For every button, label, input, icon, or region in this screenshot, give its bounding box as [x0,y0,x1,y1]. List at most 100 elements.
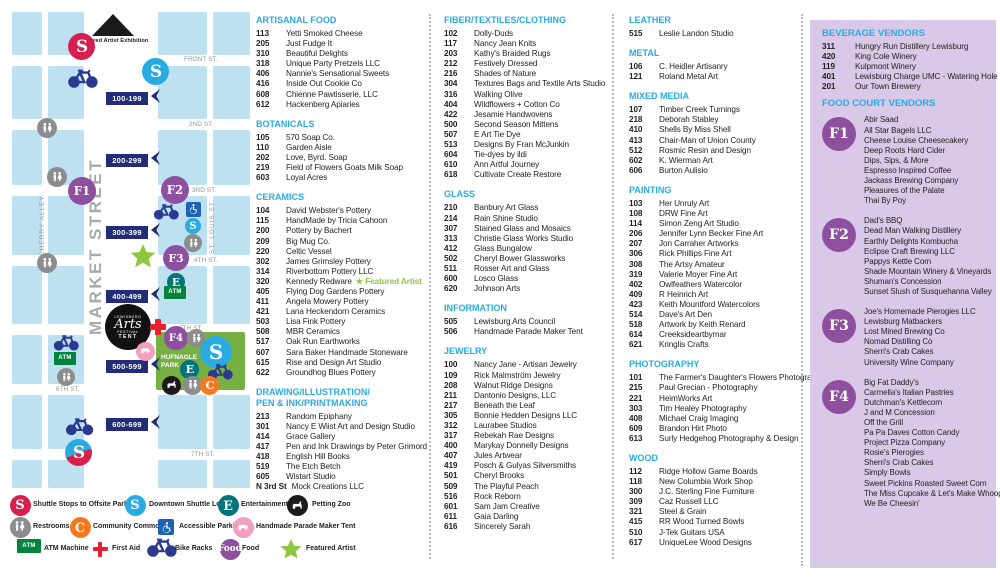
booth-number: 107 [629,105,643,115]
vendor-entry: 503 Lisa Fink Pottery [256,317,432,327]
featured-artist-note: ★ Featured Artist [355,276,422,286]
vendor-name: Sherri's Crab Cakes [864,347,934,357]
food-court-vendor-list: Joe's Homemade Pierogies LLC Lewisburg Ma… [864,307,976,368]
vendor-entry: 614 Creeksideartbymar [629,330,805,340]
downtown-shuttle-icon: S [183,218,202,234]
booth-number: 612 [256,99,270,109]
vendor-entry: 314 Riverbottom Pottery LLC [256,267,432,277]
accessible-parking-icon [158,519,174,535]
booth-number: 306 [629,249,643,259]
st-louis-street-label: ST. LOUIS ST. [209,199,216,254]
vendor-name: RR Wood Turned Bowls [659,517,745,527]
banner-chevron-icon [148,89,160,108]
vendor-name: Lewisburg Charge UMC - Watering Hole [855,72,998,82]
vendor-entry: 622 Groundhog Blues Pottery [256,368,432,378]
beverage-entry: 311 Hungry Run Distillery Lewisburg [822,42,990,52]
vendor-name: Kennedy Redware [286,276,352,286]
block-range-label: 600-699 [106,418,148,431]
city-block [213,460,250,488]
category: BOTANICALS 105 570 Soap Co. 110 Garden Aisle… [256,119,432,183]
block-range-label: 400-499 [106,290,148,303]
vendor-entry: 515 Leslie Landon Studio [629,29,805,39]
vendor-name: Tie-dyes by ildi [474,150,527,160]
vendor-name: We Be Cheesin' [864,498,920,508]
food-court-f2-icon: F2 [822,218,856,253]
street-label: 2ND ST. [189,121,214,128]
vendor-entry: 312 Laurabee Studios [444,421,620,431]
city-block [12,266,42,324]
category-title: GLASS [444,189,476,200]
booth-number: 408 [629,413,643,423]
vendor-name: Johnson Arts [474,284,521,294]
vendor-name: Ann Artful Journey [474,160,540,170]
community-commons-icon: C [69,516,91,538]
directory-column-1: ARTISANAL FOOD 113 Yetti Smoked Cheese 205 J… [256,15,432,502]
beverage-entry: 420 King Cole Winery [822,52,990,62]
vendor-name: Cheryl Brooks [474,471,525,481]
booth-number: 215 [629,383,643,393]
food-court-group: F3 Joe's Homemade Pierogies LLC Lewisburg … [822,307,990,368]
restrooms-icon [185,329,207,347]
legend-label: Accessible Parking [179,523,244,530]
vendor-entry: 110 Garden Aisle [256,143,432,153]
category: MIXED MEDIA 107 Timber Creek Turnings 218 De… [629,91,805,176]
vendor-entry: 506 Handmade Parade Maker Tent [444,327,620,337]
vendor-name: Rosser Art and Glass [474,263,550,273]
booth-number: 503 [256,317,270,327]
beverage-vendors-title: BEVERAGE VENDORS [822,28,925,39]
booth-number: 620 [444,284,458,294]
booth-number: 115 [256,216,269,226]
vendor-name: Hungry Run Distillery Lewisburg [855,42,969,51]
food-court-group: F1 Abir Saad All Star Bagels LLC Cheese Lou… [822,115,990,206]
vendor-name: Dolly-Duds [474,29,514,38]
booth-number: 601 [444,501,458,511]
vendor-name: J and M Concession [864,407,935,417]
booth-number: 110 [256,142,269,152]
booth-number: 102 [444,29,458,38]
vendor-name: Cheryl Bower Glassworks [474,253,566,263]
vendor-name: Walnut Ridge Designs [474,380,553,390]
street-label: FRONT ST. [184,56,218,63]
vendor-entry: 607 Sara Baker Handmade Stoneware [256,348,432,358]
vendor-name: Garden Aisle [286,142,332,152]
booth-number: 417 [256,442,270,452]
booth-number: 206 [629,229,643,239]
vendor-name: Yetti Smoked Cheese [286,29,363,38]
vendor-name: Designs By Fran McJunkin [474,140,569,150]
vendor-entry: 423 Keith Mountford Watercolors [629,300,805,310]
vendor-name: Inside Out Cookie Co [286,79,362,89]
street-label: 3RD ST. [192,187,217,194]
vendor-name: Cultivate Create Restore [474,170,562,180]
vendor-name: Beneath the Leaf [474,400,535,410]
vendor-name: Rock Reborn [474,491,521,501]
vendor-entry: 621 Kringlis Crafts [629,340,805,350]
booth-number: 300 [629,487,643,497]
downtown-shuttle-icon: S [197,336,235,368]
booth-number: 208 [444,380,458,390]
vendor-name: Angela Mowery Pottery [286,297,369,307]
vendor-entry: 213 Random Epiphany [256,412,432,422]
vendor-panel: BEVERAGE VENDORS 311 Hungry Run Distiller… [810,20,1000,568]
vendor-name: Gaia Darling [474,511,519,521]
vendor-name: Nomad Distilling Co [864,337,933,347]
vendor-entry: 602 K. Wierman Art [629,156,805,166]
booth-number: 119 [822,62,835,72]
first-aid-icon [148,319,167,335]
vendor-name: Flying Dog Gardens Pottery [286,286,385,296]
vendor-name: King Cole Winery [855,52,917,62]
food-court-group: F4 Big Fat Daddy's Carmella's Italian Past… [822,378,1000,509]
vendor-name: UniqueLee Wood Designs [659,537,752,547]
booth-number: 514 [629,309,643,319]
vendor-name: Festively Dressed [474,59,538,69]
festival-map: HUFNAGLE PARK FRONT ST. 2ND ST. 3RD ST. 4TH … [0,0,258,492]
booth-number: 304 [444,79,458,89]
vendor-entry: 508 MBR Ceramics [256,327,432,337]
vendor-entry: 620 Johnson Arts [444,284,620,294]
booth-number: 605 [256,472,270,482]
food-court-title: FOOD COURT VENDORS [822,98,936,110]
block-range-banner: 300-399 [106,223,160,239]
vendor-name: Burton Aulisio [659,165,708,175]
booth-number: 518 [629,320,643,330]
featured-artist-icon [127,243,158,269]
vendor-entry: 318 Unique Party Pretzels LLC [256,59,432,69]
